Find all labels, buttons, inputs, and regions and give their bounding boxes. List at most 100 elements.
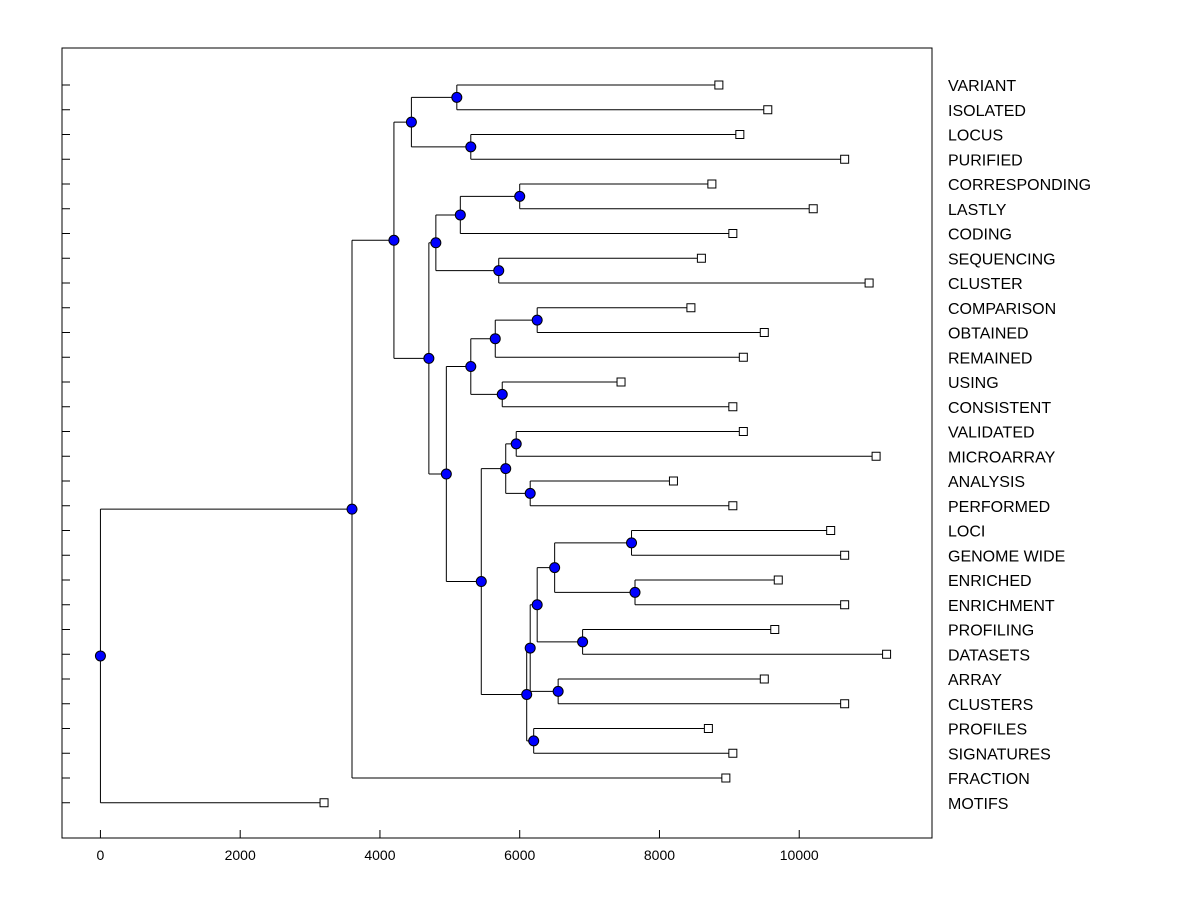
leaf-label-datasets: DATASETS: [948, 647, 1030, 664]
merge-node-n1: [451, 91, 463, 103]
leaf-markers: [319, 80, 892, 808]
merge-node-n6: [493, 265, 505, 277]
axis-ticks: [62, 84, 800, 838]
merge-node-n16: [629, 586, 641, 598]
leaf-marker-datasets: [882, 649, 892, 659]
leaf-label-locus: LOCUS: [948, 128, 1003, 145]
leaf-label-motifs: MOTIFS: [948, 796, 1008, 813]
merge-node-n3: [405, 116, 417, 128]
leaf-label-cluster: CLUSTER: [948, 276, 1023, 293]
leaf-label-sequencing: SEQUENCING: [948, 251, 1056, 268]
x-tick-label: 8000: [644, 847, 675, 863]
merge-node-n29: [94, 650, 106, 662]
leaf-label-microarray: MICROARRAY: [948, 449, 1056, 466]
leaf-labels: VARIANT ISOLATED LOCUS PURIFIED CORRESPONDIN…: [948, 78, 1091, 813]
leaf-label-array: ARRAY: [948, 672, 1002, 689]
merge-node-n17: [549, 562, 561, 574]
leaf-label-clusters: CLUSTERS: [948, 697, 1033, 714]
leaf-label-validated: VALIDATED: [948, 425, 1035, 442]
leaf-marker-using: [616, 377, 626, 387]
leaf-marker-validated: [738, 427, 748, 436]
branch-lines: [99, 84, 887, 804]
leaf-marker-sequencing: [696, 253, 706, 263]
leaf-marker-cluster: [864, 278, 874, 288]
leaf-marker-purified: [840, 154, 850, 164]
leaf-marker-isolated: [763, 105, 773, 115]
merge-node-n26: [423, 352, 435, 364]
leaf-label-coding: CODING: [948, 227, 1012, 244]
merge-node-n18: [577, 636, 589, 648]
leaf-label-signatures: SIGNATURES: [948, 746, 1051, 763]
merge-node-n19: [531, 599, 543, 611]
leaf-marker-lastly: [808, 204, 818, 214]
merge-node-n28: [346, 503, 358, 515]
merge-node-n7: [430, 237, 442, 249]
leaf-marker-variant: [714, 80, 724, 90]
leaf-marker-microarray: [871, 451, 881, 461]
merge-node-n20: [552, 685, 564, 697]
leaf-marker-profiles: [703, 724, 713, 733]
leaf-label-profiling: PROFILING: [948, 623, 1034, 640]
merge-node-n4: [514, 190, 526, 202]
x-tick-label: 4000: [364, 847, 395, 863]
leaf-label-enrichment: ENRICHMENT: [948, 598, 1055, 615]
leaf-label-genome-wide: GENOME WIDE: [948, 548, 1065, 565]
leaf-marker-coding: [728, 229, 738, 238]
leaf-label-using: USING: [948, 375, 999, 392]
leaf-label-analysis: ANALYSIS: [948, 474, 1025, 491]
leaf-marker-consistent: [728, 402, 738, 412]
leaf-label-obtained: OBTAINED: [948, 326, 1029, 343]
x-tick-label: 0: [97, 847, 105, 863]
leaf-marker-performed: [728, 501, 738, 511]
leaf-marker-signatures: [728, 748, 738, 758]
leaf-marker-genome-wide: [840, 550, 850, 560]
merge-node-n2: [465, 141, 477, 153]
merge-node-n27: [388, 234, 400, 246]
x-tick-labels: 0 2000 4000 6000 8000 10000: [97, 847, 819, 863]
leaf-label-comparison: COMPARISON: [948, 301, 1056, 318]
leaf-marker-comparison: [686, 303, 696, 313]
merge-node-n21: [524, 642, 536, 654]
plot-frame: [61, 47, 933, 839]
leaf-marker-clusters: [840, 699, 850, 709]
merge-node-n13: [524, 487, 536, 499]
x-tick-label: 6000: [504, 847, 535, 863]
leaf-marker-motifs: [319, 798, 329, 808]
leaf-marker-locus: [735, 130, 745, 139]
merge-node-n9: [489, 333, 501, 345]
merge-node-n25: [440, 468, 452, 480]
leaf-marker-enriched: [773, 575, 783, 585]
leaf-marker-obtained: [759, 328, 769, 337]
x-tick-label: 2000: [225, 847, 256, 863]
leaf-label-purified: PURIFIED: [948, 152, 1023, 169]
leaf-marker-profiling: [770, 625, 780, 634]
merge-nodes: [94, 91, 641, 747]
merge-node-n14: [500, 463, 512, 475]
leaf-label-enriched: ENRICHED: [948, 573, 1032, 590]
leaf-marker-array: [759, 674, 769, 684]
leaf-label-variant: VARIANT: [948, 78, 1016, 95]
leaf-label-fraction: FRACTION: [948, 771, 1030, 788]
leaf-marker-corresponding: [707, 179, 717, 189]
leaf-label-remained: REMAINED: [948, 350, 1032, 367]
leaf-label-performed: PERFORMED: [948, 499, 1050, 516]
merge-node-n23: [521, 688, 533, 700]
merge-node-n12: [510, 438, 522, 450]
merge-node-n8: [531, 314, 543, 326]
leaf-label-lastly: LASTLY: [948, 202, 1007, 219]
leaf-label-profiles: PROFILES: [948, 722, 1027, 739]
leaf-marker-analysis: [668, 476, 678, 486]
merge-node-n10: [496, 388, 508, 400]
leaf-marker-enrichment: [840, 600, 850, 610]
leaf-marker-loci: [826, 526, 836, 535]
merge-node-n22: [528, 735, 540, 747]
x-tick-label: 10000: [780, 847, 819, 863]
leaf-label-consistent: CONSISTENT: [948, 400, 1051, 417]
merge-node-n24: [475, 576, 487, 588]
merge-node-n15: [626, 537, 638, 549]
leaf-marker-remained: [738, 352, 748, 362]
leaf-label-loci: LOCI: [948, 524, 985, 541]
leaf-marker-fraction: [721, 773, 731, 783]
leaf-label-corresponding: CORRESPONDING: [948, 177, 1091, 194]
